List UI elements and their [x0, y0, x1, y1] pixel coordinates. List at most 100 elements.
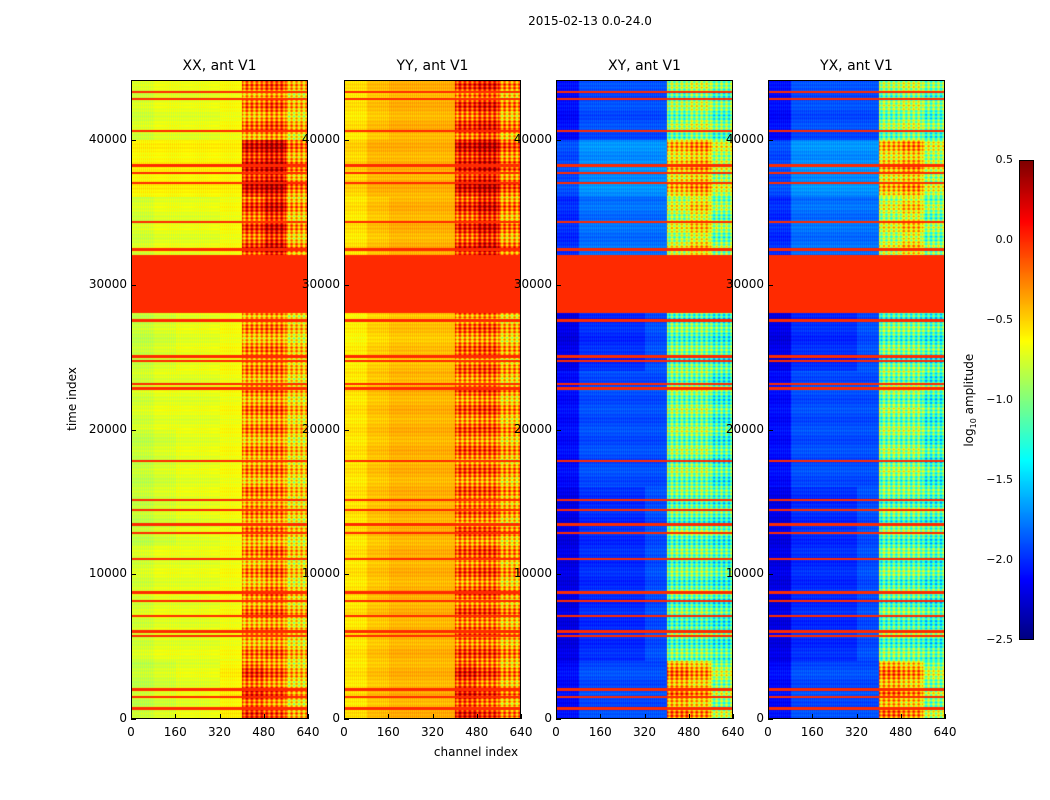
- x-tick-label: 0: [340, 725, 348, 739]
- y-tick: [768, 284, 773, 286]
- y-tick-label: 0: [544, 711, 552, 725]
- x-tick: [308, 714, 309, 719]
- x-tick-label: 160: [163, 725, 187, 739]
- panel-title: YX, ant V1: [820, 58, 893, 74]
- y-tick: [131, 140, 136, 142]
- x-tick: [945, 714, 946, 719]
- y-tick: [556, 719, 561, 720]
- y-tick: [344, 284, 349, 286]
- x-tick: [688, 714, 690, 719]
- colorbar-tick-label: −2.5: [986, 633, 1013, 646]
- x-tick: [388, 714, 390, 719]
- x-tick-label: 160: [800, 725, 824, 739]
- x-tick: [521, 714, 522, 719]
- colorbar-label: log10 amplitude: [961, 353, 979, 447]
- y-tick: [768, 719, 773, 720]
- y-tick-label: 20000: [301, 421, 340, 436]
- y-axis-label: time index: [65, 367, 79, 431]
- y-tick-label: 0: [756, 711, 764, 725]
- y-tick-label: 10000: [513, 566, 552, 581]
- x-tick-label: 640: [296, 725, 320, 739]
- y-tick: [344, 574, 349, 576]
- panel-title: XX, ant V1: [182, 58, 257, 74]
- x-tick-label: 640: [933, 725, 957, 739]
- heatmap-panel-2: YY, ant V1 0 160 320 480 640 0 10000 20000 30000 4…: [302, 58, 533, 739]
- y-tick: [556, 140, 561, 142]
- x-tick: [733, 714, 734, 719]
- heatmap-panel-1: XX, ant V1 0 160 320 480 640 0 10000 20000 30000 4…: [89, 58, 320, 739]
- y-tick: [344, 429, 349, 431]
- panel-title: XY, ant V1: [608, 58, 681, 74]
- y-tick-label: 10000: [725, 566, 764, 581]
- x-tick: [344, 714, 345, 719]
- colorbar-tick-label: 0.0: [995, 233, 1014, 246]
- x-tick: [263, 714, 265, 719]
- y-tick-label: 40000: [513, 132, 552, 147]
- x-tick-label: 480: [252, 725, 276, 739]
- heatmap-image: [344, 80, 521, 719]
- heatmap-image: [556, 80, 733, 719]
- x-tick: [768, 714, 769, 719]
- x-tick: [600, 714, 602, 719]
- y-tick: [768, 429, 773, 431]
- x-tick: [812, 714, 814, 719]
- x-tick-label: 0: [764, 725, 772, 739]
- x-tick-label: 480: [465, 725, 489, 739]
- x-tick-label: 0: [552, 725, 560, 739]
- y-tick-label: 10000: [88, 566, 127, 581]
- x-tick: [556, 714, 557, 719]
- x-tick: [476, 714, 478, 719]
- x-tick: [900, 714, 902, 719]
- x-tick: [175, 714, 177, 719]
- y-tick: [131, 284, 136, 286]
- x-tick-label: 160: [588, 725, 612, 739]
- y-tick-label: 0: [119, 711, 127, 725]
- x-tick: [219, 714, 221, 719]
- y-tick: [556, 574, 561, 576]
- x-tick-label: 640: [721, 725, 745, 739]
- heatmap-image: [131, 80, 308, 719]
- x-tick-label: 320: [208, 725, 231, 739]
- y-tick-label: 30000: [301, 276, 340, 291]
- y-tick: [344, 719, 349, 720]
- y-tick-label: 40000: [301, 132, 340, 147]
- x-tick-label: 320: [421, 725, 444, 739]
- y-tick-label: 20000: [725, 421, 764, 436]
- y-tick-label: 30000: [513, 276, 552, 291]
- y-tick: [344, 140, 349, 142]
- y-tick-label: 40000: [725, 132, 764, 147]
- figure-title: 2015-02-13 0.0-24.0: [528, 14, 652, 28]
- y-tick-label: 30000: [725, 276, 764, 291]
- colorbar-tick-label: −2.0: [986, 553, 1013, 566]
- y-tick-label: 20000: [513, 421, 552, 436]
- y-tick-label: 0: [332, 711, 340, 725]
- heatmap-panel-4: YX, ant V1 0 160 320 480 640 0 10000 20000 30000 4…: [726, 58, 957, 739]
- y-tick-label: 10000: [301, 566, 340, 581]
- y-tick: [768, 140, 773, 142]
- y-tick-label: 20000: [88, 421, 127, 436]
- x-tick-label: 160: [376, 725, 400, 739]
- y-tick: [131, 719, 136, 720]
- y-tick: [131, 574, 136, 576]
- y-tick: [131, 429, 136, 431]
- heatmap-panel-3: XY, ant V1 0 160 320 480 640 0 10000 20000 30000 4…: [514, 58, 745, 739]
- y-tick: [768, 574, 773, 576]
- colorbar-tick-label: −1.5: [986, 473, 1013, 486]
- y-tick: [556, 429, 561, 431]
- x-tick-label: 480: [889, 725, 913, 739]
- colorbar-tick-label: −0.5: [986, 313, 1013, 326]
- y-tick: [556, 284, 561, 286]
- y-tick-label: 40000: [88, 132, 127, 147]
- x-tick: [644, 714, 646, 719]
- heatmap-image: [768, 80, 945, 719]
- x-tick: [131, 714, 132, 719]
- colorbar-tick-label: −1.0: [986, 393, 1013, 406]
- x-tick-label: 320: [845, 725, 868, 739]
- colorbar: [1019, 160, 1034, 640]
- x-tick-label: 0: [127, 725, 135, 739]
- x-tick: [432, 714, 434, 719]
- x-axis-label: channel index: [433, 745, 519, 759]
- y-tick-label: 30000: [88, 276, 127, 291]
- x-tick-label: 320: [633, 725, 656, 739]
